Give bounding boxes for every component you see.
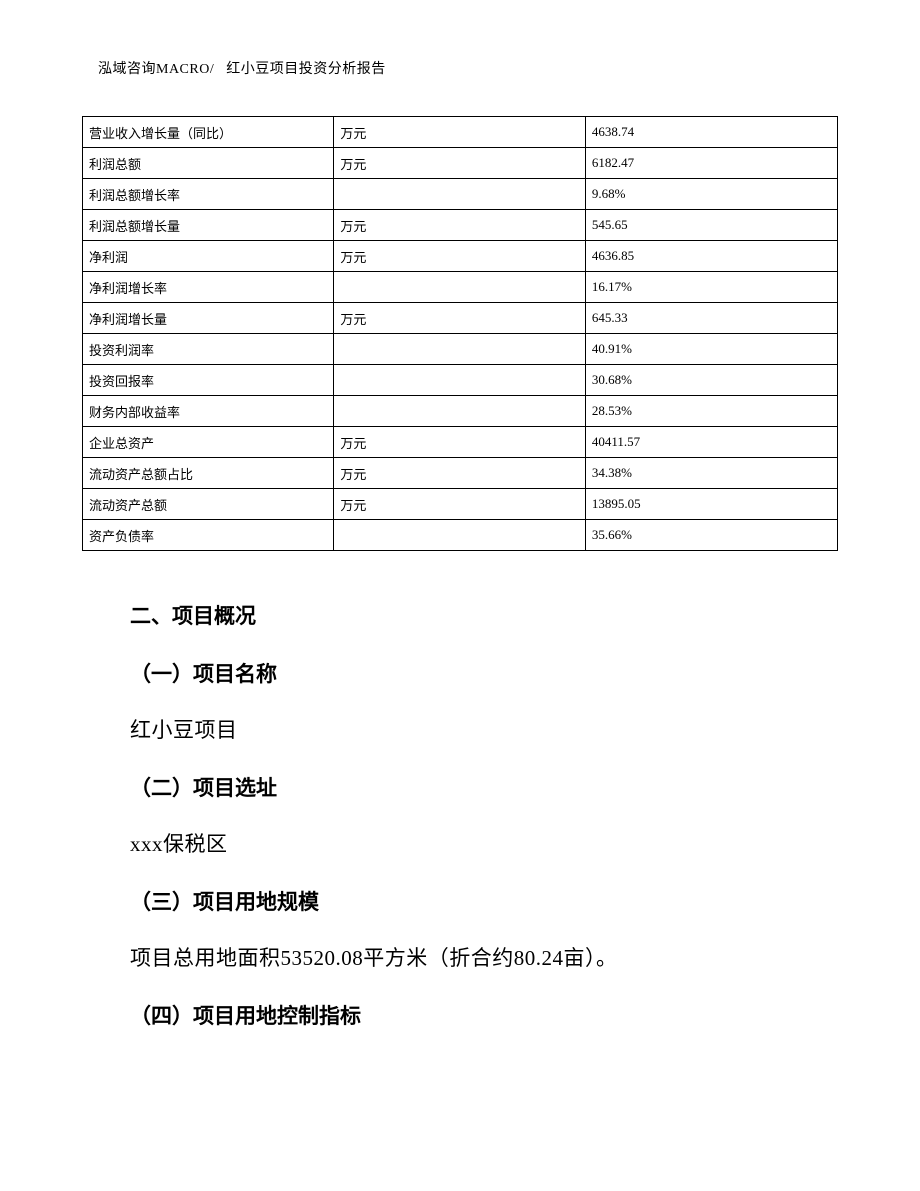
body-text-3: 项目总用地面积53520.08平方米（折合约80.24亩）。 [130, 942, 790, 972]
cell-unit: 万元 [334, 427, 585, 458]
cell-unit [334, 272, 585, 303]
header-title: 红小豆项目投资分析报告 [226, 62, 386, 77]
cell-unit [334, 396, 585, 427]
cell-indicator: 净利润 [83, 241, 334, 272]
cell-unit [334, 334, 585, 365]
sub-heading-4: （四）项目用地控制指标 [130, 1000, 790, 1030]
cell-unit: 万元 [334, 303, 585, 334]
cell-indicator: 净利润增长率 [83, 272, 334, 303]
cell-unit: 万元 [334, 210, 585, 241]
cell-indicator: 营业收入增长量（同比） [83, 117, 334, 148]
cell-indicator: 投资回报率 [83, 365, 334, 396]
cell-value: 28.53% [585, 396, 837, 427]
table-row: 营业收入增长量（同比） 万元 4638.74 [83, 117, 838, 148]
cell-value: 6182.47 [585, 148, 837, 179]
table-row: 资产负债率 35.66% [83, 520, 838, 551]
section-heading: 二、项目概况 [130, 600, 790, 630]
sub-heading-3: （三）项目用地规模 [130, 886, 790, 916]
table-row: 企业总资产 万元 40411.57 [83, 427, 838, 458]
cell-indicator: 利润总额增长率 [83, 179, 334, 210]
cell-indicator: 企业总资产 [83, 427, 334, 458]
cell-value: 645.33 [585, 303, 837, 334]
table-row: 投资回报率 30.68% [83, 365, 838, 396]
page-header: 泓域咨询MACRO/ 红小豆项目投资分析报告 [98, 58, 386, 78]
financial-table-container: 营业收入增长量（同比） 万元 4638.74 利润总额 万元 6182.47 利… [82, 116, 838, 551]
cell-value: 40.91% [585, 334, 837, 365]
cell-indicator: 利润总额增长量 [83, 210, 334, 241]
body-text-2: xxx保税区 [130, 828, 790, 858]
table-row: 财务内部收益率 28.53% [83, 396, 838, 427]
cell-value: 9.68% [585, 179, 837, 210]
table-row: 利润总额 万元 6182.47 [83, 148, 838, 179]
cell-value: 4638.74 [585, 117, 837, 148]
cell-value: 545.65 [585, 210, 837, 241]
table-row: 投资利润率 40.91% [83, 334, 838, 365]
body-text-1: 红小豆项目 [130, 714, 790, 744]
cell-unit [334, 179, 585, 210]
table-row: 流动资产总额占比 万元 34.38% [83, 458, 838, 489]
header-company: 泓域咨询MACRO/ [98, 62, 214, 77]
cell-indicator: 净利润增长量 [83, 303, 334, 334]
sub-heading-2: （二）项目选址 [130, 772, 790, 802]
cell-unit [334, 520, 585, 551]
cell-value: 30.68% [585, 365, 837, 396]
cell-indicator: 流动资产总额 [83, 489, 334, 520]
cell-unit: 万元 [334, 458, 585, 489]
table-row: 净利润增长量 万元 645.33 [83, 303, 838, 334]
cell-value: 35.66% [585, 520, 837, 551]
cell-value: 34.38% [585, 458, 837, 489]
table-row: 净利润增长率 16.17% [83, 272, 838, 303]
cell-indicator: 财务内部收益率 [83, 396, 334, 427]
cell-unit: 万元 [334, 117, 585, 148]
cell-unit [334, 365, 585, 396]
table-row: 流动资产总额 万元 13895.05 [83, 489, 838, 520]
cell-indicator: 资产负债率 [83, 520, 334, 551]
cell-indicator: 投资利润率 [83, 334, 334, 365]
sub-heading-1: （一）项目名称 [130, 658, 790, 688]
cell-indicator: 流动资产总额占比 [83, 458, 334, 489]
financial-table: 营业收入增长量（同比） 万元 4638.74 利润总额 万元 6182.47 利… [82, 116, 838, 551]
document-content: 二、项目概况 （一）项目名称 红小豆项目 （二）项目选址 xxx保税区 （三）项… [130, 600, 790, 1056]
cell-value: 13895.05 [585, 489, 837, 520]
table-row: 利润总额增长率 9.68% [83, 179, 838, 210]
cell-value: 40411.57 [585, 427, 837, 458]
cell-indicator: 利润总额 [83, 148, 334, 179]
cell-unit: 万元 [334, 489, 585, 520]
cell-value: 16.17% [585, 272, 837, 303]
cell-unit: 万元 [334, 241, 585, 272]
table-row: 净利润 万元 4636.85 [83, 241, 838, 272]
cell-value: 4636.85 [585, 241, 837, 272]
cell-unit: 万元 [334, 148, 585, 179]
table-row: 利润总额增长量 万元 545.65 [83, 210, 838, 241]
table-body: 营业收入增长量（同比） 万元 4638.74 利润总额 万元 6182.47 利… [83, 117, 838, 551]
